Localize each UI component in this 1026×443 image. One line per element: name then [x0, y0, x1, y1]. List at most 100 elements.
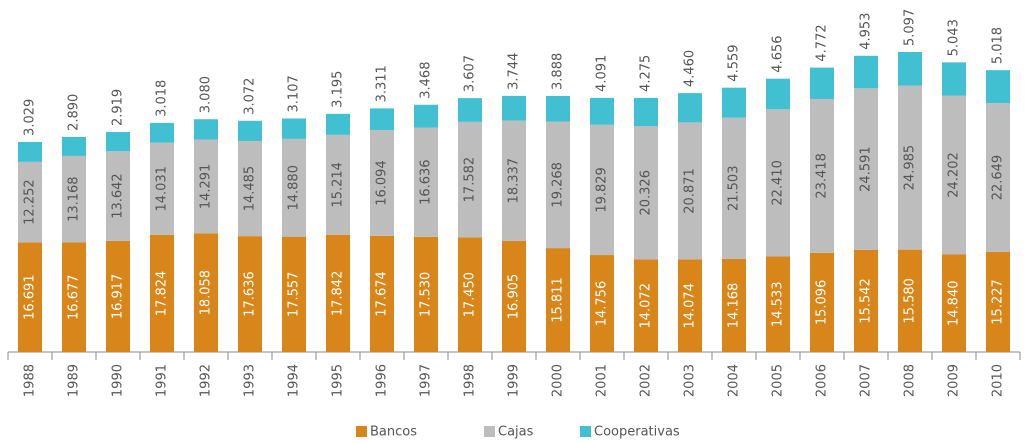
- value-label: 19.268: [551, 162, 566, 208]
- value-label: 21.503: [727, 166, 742, 212]
- legend-swatch: [580, 426, 591, 437]
- value-label: 18.337: [507, 158, 522, 204]
- value-label: 2.890: [67, 94, 82, 131]
- bar-segment: [766, 78, 790, 110]
- value-label: 14.072: [639, 283, 654, 329]
- value-label: 24.985: [903, 145, 918, 191]
- value-label: 20.326: [639, 170, 654, 216]
- value-label: 20.871: [683, 168, 698, 214]
- bar-segment: [458, 98, 482, 122]
- bar-segment: [546, 121, 570, 249]
- value-label: 17.636: [243, 271, 258, 317]
- value-label: 16.917: [111, 274, 126, 320]
- bar-segment: [722, 117, 746, 259]
- value-label: 4.953: [859, 13, 874, 50]
- value-label: 14.168: [727, 283, 742, 329]
- value-label: 24.202: [947, 152, 962, 198]
- bar-segment: [986, 103, 1010, 252]
- bar-segment: [62, 242, 86, 352]
- bar-segment: [282, 236, 306, 352]
- value-label: 4.656: [771, 35, 786, 72]
- value-label: 22.649: [991, 155, 1006, 201]
- bar-segment: [678, 259, 702, 352]
- bar-segment: [370, 235, 394, 352]
- bar-segment: [634, 259, 658, 352]
- bar-segment: [238, 140, 262, 237]
- value-label: 3.107: [287, 75, 302, 112]
- bar-segment: [502, 240, 526, 352]
- x-tick-label: 2008: [903, 364, 918, 397]
- bar-segment: [458, 237, 482, 352]
- value-label: 15.542: [859, 278, 874, 324]
- bar-segment: [238, 236, 262, 352]
- bar-segment: [810, 98, 834, 253]
- x-tick-label: 2000: [551, 364, 566, 397]
- value-label: 16.691: [23, 274, 38, 320]
- bar-segment: [546, 248, 570, 352]
- bar-segment: [106, 132, 130, 152]
- bar-segment: [634, 126, 658, 260]
- value-label: 16.905: [507, 274, 522, 320]
- bar-segment: [678, 93, 702, 123]
- bar-segment: [898, 52, 922, 86]
- value-label: 17.824: [155, 271, 170, 317]
- x-tick-label: 1988: [23, 364, 38, 397]
- bar-segment: [326, 134, 350, 235]
- bar-segment: [854, 249, 878, 352]
- x-tick-label: 1992: [199, 364, 214, 397]
- bar-segment: [326, 234, 350, 352]
- bar-segment: [854, 88, 878, 250]
- x-tick-label: 1995: [331, 364, 346, 397]
- value-label: 3.607: [463, 55, 478, 92]
- x-tick-label: 2001: [595, 364, 610, 397]
- bar-segment: [238, 120, 262, 141]
- x-tick-label: 2009: [947, 364, 962, 397]
- value-label: 15.580: [903, 278, 918, 324]
- bar-segment: [458, 121, 482, 238]
- value-label: 16.677: [67, 274, 82, 320]
- bar-segment: [942, 95, 966, 255]
- value-label: 17.450: [463, 272, 478, 318]
- bar-segment: [590, 97, 614, 125]
- bar-segment: [18, 141, 42, 162]
- bar-segment: [370, 108, 394, 131]
- bar-segment: [502, 120, 526, 241]
- bar-segment: [18, 242, 42, 352]
- x-tick-label: 1990: [111, 364, 126, 397]
- x-tick-label: 1993: [243, 364, 258, 397]
- value-label: 14.840: [947, 281, 962, 327]
- bar-segment: [722, 258, 746, 352]
- bar-segment: [18, 161, 42, 243]
- bar-segment: [942, 62, 966, 96]
- value-label: 3.311: [375, 65, 390, 102]
- bar-segment: [150, 122, 174, 143]
- value-label: 3.029: [23, 99, 38, 136]
- value-label: 22.410: [771, 160, 786, 206]
- value-label: 3.080: [199, 76, 214, 113]
- value-label: 17.582: [463, 157, 478, 203]
- value-label: 16.636: [419, 159, 434, 205]
- bar-segment: [414, 104, 438, 128]
- value-label: 15.214: [331, 162, 346, 208]
- value-label: 5.043: [947, 19, 962, 56]
- value-label: 15.096: [815, 280, 830, 326]
- bar-segment: [810, 67, 834, 99]
- value-label: 14.485: [243, 166, 258, 212]
- value-label: 14.074: [683, 283, 698, 329]
- value-label: 2.919: [111, 89, 126, 126]
- value-label: 17.842: [331, 271, 346, 317]
- bar-segment: [634, 97, 658, 127]
- bar-segment: [986, 70, 1010, 104]
- legend-label: Cajas: [498, 425, 534, 440]
- value-label: 3.888: [551, 53, 566, 90]
- value-label: 14.533: [771, 282, 786, 328]
- bar-segment: [414, 127, 438, 237]
- bar-segment: [590, 255, 614, 352]
- bar-segment: [810, 252, 834, 352]
- value-label: 14.031: [155, 166, 170, 212]
- value-label: 3.018: [155, 80, 170, 117]
- value-label: 3.744: [507, 53, 522, 90]
- value-label: 15.227: [991, 279, 1006, 325]
- bar-segment: [854, 55, 878, 89]
